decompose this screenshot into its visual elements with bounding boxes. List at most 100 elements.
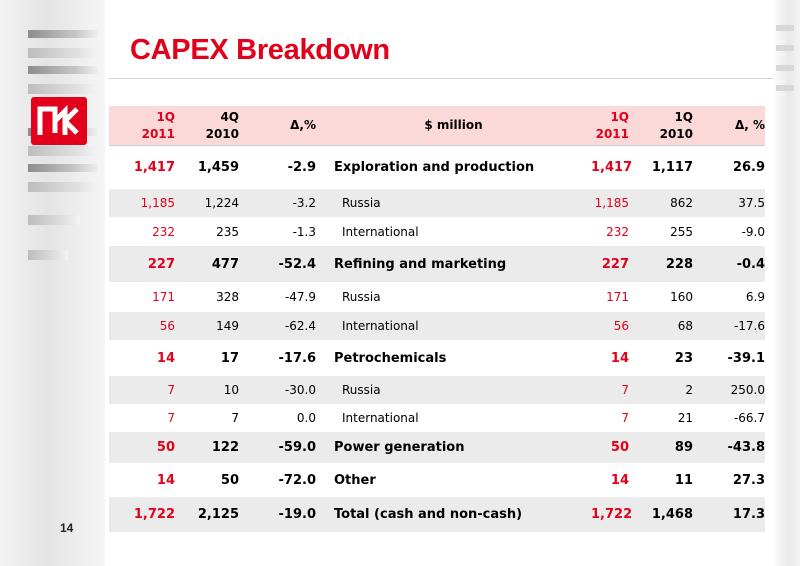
cell: 1,722: [591, 507, 633, 522]
cell: 7: [167, 383, 175, 397]
cell: 1,185: [140, 196, 175, 210]
capex-table: 1Q 2011 4Q 2010 Δ,% $ million 1Q 2011 1Q 201…: [109, 106, 765, 532]
cell: 14: [610, 350, 629, 366]
cell: 232: [152, 224, 175, 239]
cell: -66.7: [733, 411, 765, 425]
cell: 328: [216, 290, 239, 304]
cell: 1,417: [591, 160, 633, 175]
cell: 232: [606, 224, 629, 239]
table-row-total: 1,722 2,125 -19.0 Total (cash and non-ca…: [109, 497, 765, 532]
row-label: International: [342, 411, 419, 425]
table-row-petrochemicals-russia: 7 10 -30.0 Russia 7 2 250.0: [109, 376, 765, 404]
table-row-exploration-russia: 1,185 1,224 -3.2 Russia 1,185 862 37.5: [109, 189, 765, 217]
lukoil-logo-mark: [37, 104, 79, 135]
decor-stripe: [776, 85, 794, 91]
cell: 68: [677, 319, 693, 333]
cell: 160: [670, 290, 693, 304]
cell: 149: [216, 319, 239, 333]
cell: -9.0: [741, 224, 765, 239]
cell: 477: [211, 256, 239, 272]
cell: 1,185: [594, 196, 629, 210]
title-divider: [108, 78, 773, 79]
cell: 250.0: [730, 383, 765, 397]
header-q4-2010: 4Q 2010: [205, 109, 239, 141]
decor-stripe: [776, 65, 794, 71]
cell: 228: [665, 256, 693, 272]
header-q1-2011: 1Q 2011: [141, 109, 175, 141]
decor-stripe: [28, 164, 98, 172]
lukoil-logo: [31, 97, 87, 145]
header-q1-2010: 1Q 2010: [659, 109, 693, 141]
row-label: Power generation: [334, 440, 465, 455]
cell: 7: [231, 411, 239, 425]
cell: 21: [677, 411, 693, 425]
decor-stripe: [28, 48, 98, 58]
right-decorative-strip: [772, 0, 800, 566]
header-unit: $ million: [424, 118, 483, 132]
header-delta-q: Δ,%: [290, 118, 316, 132]
decor-stripe: [28, 182, 98, 192]
table-row-refining: 227 477 -52.4 Refining and marketing 227…: [109, 246, 765, 282]
decor-stripe: [776, 45, 794, 51]
cell: 14: [156, 350, 175, 366]
cell: -17.6: [733, 319, 765, 333]
cell: -62.4: [284, 319, 316, 333]
cell: -1.3: [292, 224, 316, 239]
table-row-other: 14 50 -72.0 Other 14 11 27.3: [109, 463, 765, 497]
cell: 6.9: [745, 290, 765, 304]
cell: 11: [674, 472, 693, 488]
row-label: Refining and marketing: [334, 256, 507, 272]
decor-stripe: [28, 84, 98, 94]
cell: -52.4: [278, 256, 316, 272]
cell: 26.9: [732, 160, 765, 175]
row-label: International: [342, 224, 419, 239]
page-number: 14: [60, 521, 74, 535]
cell: 122: [211, 440, 239, 455]
cell: -39.1: [727, 350, 765, 366]
cell: 1,468: [651, 507, 693, 522]
table-row-refining-international: 56 149 -62.4 International 56 68 -17.6: [109, 312, 765, 340]
row-label: Other: [334, 472, 376, 488]
cell: -59.0: [278, 440, 316, 455]
slide-title: CAPEX Breakdown: [130, 34, 390, 66]
left-decorative-strip: [0, 0, 105, 566]
cell: -3.2: [292, 196, 316, 210]
cell: 2: [685, 383, 693, 397]
cell: 862: [670, 196, 693, 210]
cell: 7: [167, 411, 175, 425]
cell: -47.9: [284, 290, 316, 304]
table-row-exploration: 1,417 1,459 -2.9 Exploration and product…: [109, 145, 765, 189]
row-label: Russia: [342, 383, 381, 397]
cell: -72.0: [278, 472, 316, 488]
cell: 2,125: [197, 507, 239, 522]
cell: -30.0: [284, 383, 316, 397]
header-q1-2011-right: 1Q 2011: [595, 109, 629, 141]
cell: 89: [674, 440, 693, 455]
cell: 1,117: [651, 160, 693, 175]
cell: 1,224: [204, 196, 239, 210]
row-label: Petrochemicals: [334, 350, 447, 366]
cell: 14: [610, 472, 629, 488]
row-label: Russia: [342, 196, 381, 210]
cell: 227: [601, 256, 629, 272]
cell: -0.4: [736, 256, 765, 272]
cell: -43.8: [727, 440, 765, 455]
decor-stripe: [776, 25, 794, 31]
decor-stripe: [28, 146, 98, 156]
cell: -17.6: [278, 350, 316, 366]
cell: 27.3: [732, 472, 765, 488]
cell: 50: [220, 472, 239, 488]
cell: 171: [152, 290, 175, 304]
cell: 7: [621, 411, 629, 425]
table-row-petrochemicals-international: 7 7 0.0 International 7 21 -66.7: [109, 404, 765, 432]
cell: 1,722: [133, 507, 175, 522]
cell: 50: [156, 440, 175, 455]
cell: 17: [220, 350, 239, 366]
row-label: Russia: [342, 290, 381, 304]
cell: 1,459: [197, 160, 239, 175]
table-row-petrochemicals: 14 17 -17.6 Petrochemicals 14 23 -39.1: [109, 340, 765, 376]
table-header-row: 1Q 2011 4Q 2010 Δ,% $ million 1Q 2011 1Q 201…: [109, 106, 765, 145]
cell: 227: [147, 256, 175, 272]
cell: -2.9: [287, 160, 316, 175]
row-label: International: [342, 319, 419, 333]
